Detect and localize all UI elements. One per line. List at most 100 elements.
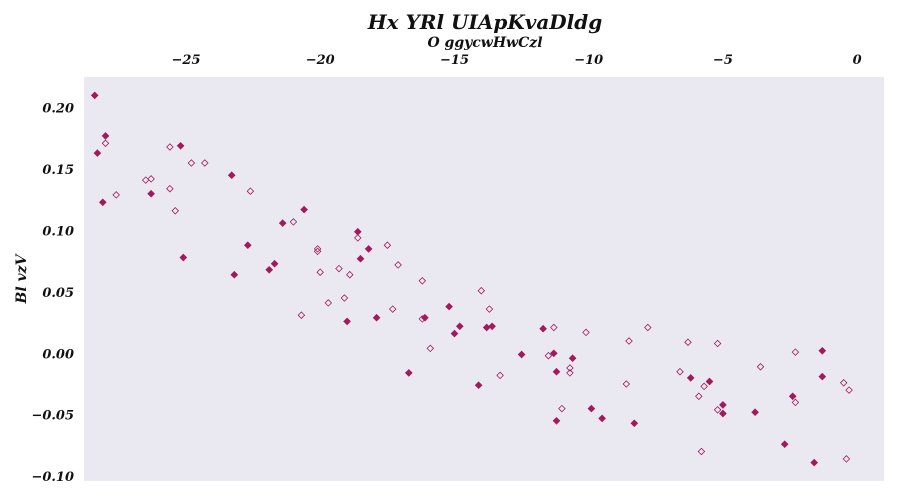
hollow-diamond-point [684, 338, 692, 346]
x-tick-label: −15 [440, 53, 469, 68]
hollow-diamond-point [340, 294, 349, 302]
filled-diamond-point [450, 329, 459, 338]
hollow-diamond-point [289, 218, 298, 226]
hollow-diamond-point [335, 264, 343, 273]
y-tick-label: −0.10 [31, 470, 74, 485]
filled-diamond-point [300, 205, 308, 214]
hollow-diamond-point [713, 406, 722, 414]
hollow-diamond-point [171, 207, 180, 215]
hollow-diamond-point [313, 245, 322, 253]
hollow-diamond-point [297, 311, 306, 319]
hollow-diamond-point [622, 380, 631, 388]
filled-diamond-point [278, 219, 287, 227]
hollow-diamond-point [316, 268, 324, 276]
x-tick-label: −25 [172, 53, 201, 68]
hollow-diamond-point [842, 455, 851, 463]
hollow-diamond-point [187, 159, 196, 167]
hollow-diamond-point [700, 382, 708, 391]
filled-diamond-point [587, 404, 596, 413]
plot-area [84, 77, 884, 481]
filled-diamond-point [90, 91, 99, 100]
hollow-diamond-point [166, 184, 174, 193]
filled-diamond-point [705, 377, 714, 386]
filled-diamond-point [630, 419, 639, 428]
hollow-diamond-point [544, 351, 553, 360]
y-tick-label: 0.00 [42, 347, 74, 362]
filled-diamond-point [719, 401, 727, 409]
hollow-diamond-point [625, 337, 633, 345]
hollow-diamond-point [845, 386, 853, 394]
chart-title: Hx YRl UIApKvaDldg [367, 10, 602, 34]
filled-diamond-point [372, 313, 381, 322]
hollow-diamond-point [644, 323, 652, 332]
hollow-diamond-point [496, 371, 504, 380]
filled-diamond-point [265, 265, 274, 274]
filled-diamond-point [93, 149, 102, 157]
filled-diamond-point [179, 253, 188, 262]
hollow-diamond-point [550, 323, 558, 332]
filled-diamond-point [539, 324, 547, 333]
filled-diamond-point [780, 440, 789, 449]
filled-diamond-point [227, 171, 236, 180]
y-tick-label: 0.20 [42, 102, 74, 117]
filled-diamond-point [552, 367, 561, 376]
x-axis-ticks: −25 −20 −15 −10 −5 0 [172, 53, 862, 68]
filled-diamond-point [404, 369, 413, 377]
filled-diamond-point [230, 270, 239, 279]
y-axis-label: Bl vzV [14, 252, 30, 304]
hollow-diamond-point [166, 143, 174, 151]
y-tick-label: 0.05 [42, 286, 74, 301]
filled-diamond-point [176, 141, 185, 150]
hollow-diamond-point [112, 191, 120, 199]
filled-diamond-point [818, 346, 827, 355]
filled-diamond-point [818, 372, 827, 381]
filled-diamond-point [686, 374, 695, 382]
hollow-diamond-point [354, 234, 362, 242]
filled-diamond-point [788, 392, 797, 401]
hollow-diamond-point [791, 348, 800, 356]
filled-diamond-point [147, 189, 155, 198]
hollow-diamond-point [388, 305, 397, 313]
x-tick-label: 0 [853, 53, 862, 68]
y-tick-label: 0.15 [42, 163, 74, 178]
filled-diamond-point [552, 416, 561, 425]
filled-diamond-point [568, 354, 577, 363]
filled-diamond-point [101, 132, 110, 140]
hollow-diamond-point [394, 261, 402, 269]
hollow-diamond-point [756, 363, 765, 371]
hollow-diamond-point [477, 286, 486, 295]
filled-diamond-point [243, 241, 252, 250]
hollow-diamond-point [426, 344, 435, 353]
hollow-diamond-point [418, 315, 427, 323]
hollow-diamond-point [246, 187, 255, 195]
hollow-diamond-point [201, 159, 209, 167]
hollow-diamond-point [558, 404, 566, 413]
filled-diamond-point [98, 198, 107, 207]
filled-diamond-point [751, 408, 759, 417]
filled-diamond-point [598, 414, 606, 423]
y-axis-ticks: −0.10 −0.05 0.00 0.05 0.10 0.15 0.20 [31, 102, 74, 485]
filled-diamond-point [364, 245, 373, 253]
hollow-diamond-point [346, 270, 354, 279]
x-tick-label: −5 [713, 53, 733, 68]
hollow-diamond-point [791, 398, 800, 407]
hollow-diamond-point [839, 379, 848, 387]
filled-diamond-point [356, 254, 365, 263]
filled-diamond-point [270, 259, 279, 268]
hollow-diamond-point [147, 175, 155, 183]
hollow-diamond-point [713, 339, 722, 348]
filled-diamond-point [549, 349, 558, 358]
x-axis-label: O ggycwHwCzl [427, 35, 542, 51]
hollow-diamond-point [695, 392, 703, 401]
filled-diamond-point [719, 409, 727, 418]
filled-diamond-point [455, 322, 464, 331]
x-tick-label: −20 [306, 53, 335, 68]
hollow-diamond-point [418, 277, 427, 285]
hollow-diamond-point [383, 241, 392, 249]
filled-diamond-point [445, 302, 453, 311]
filled-diamond-point [343, 317, 351, 326]
hollow-diamond-point [485, 305, 494, 313]
hollow-diamond-point [101, 139, 110, 148]
filled-diamond-point [488, 322, 496, 331]
